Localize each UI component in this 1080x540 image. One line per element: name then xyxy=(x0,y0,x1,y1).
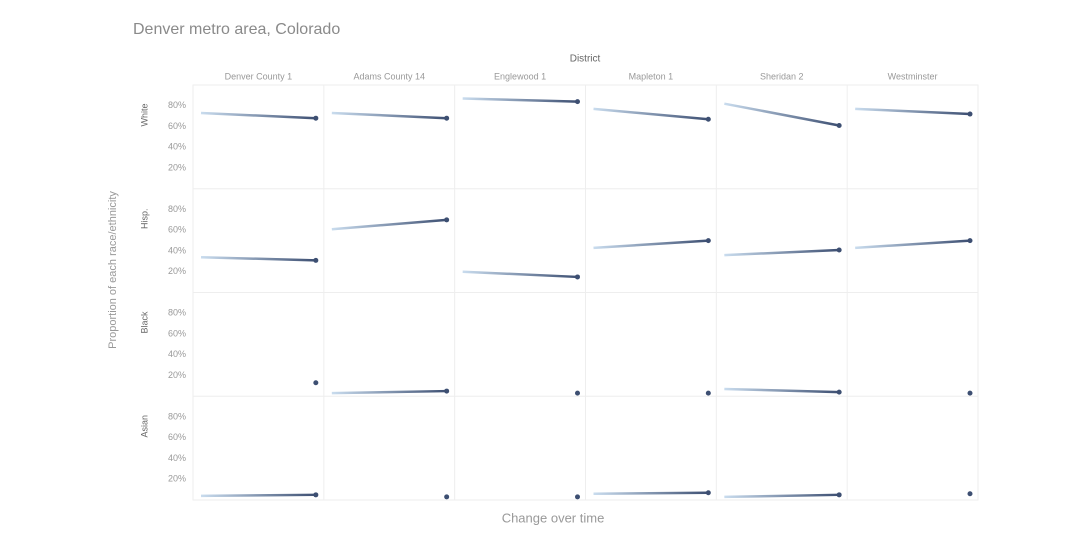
trend-line xyxy=(593,491,709,496)
trend-line xyxy=(331,111,447,120)
end-point xyxy=(313,257,319,263)
trend-line xyxy=(593,239,709,250)
y-tick-label: 60% xyxy=(168,432,186,442)
end-point xyxy=(444,494,450,500)
end-point xyxy=(575,274,580,280)
y-tick-label: 60% xyxy=(168,121,186,131)
end-point xyxy=(575,390,580,396)
column-label: Sheridan 2 xyxy=(760,71,804,81)
end-point xyxy=(967,238,973,244)
end-point xyxy=(836,122,842,128)
end-point xyxy=(705,238,711,244)
end-point xyxy=(967,111,973,117)
end-point xyxy=(444,217,450,223)
trend-line xyxy=(855,239,971,250)
row-label: Asian xyxy=(139,415,149,438)
y-tick-label: 20% xyxy=(168,474,186,484)
trend-line xyxy=(200,493,316,498)
column-label: Englewood 1 xyxy=(494,71,546,81)
y-axis-label: Proportion of each race/ethnicity xyxy=(107,191,119,349)
y-tick-label: 20% xyxy=(168,370,186,380)
end-point xyxy=(705,390,711,396)
y-tick-label: 40% xyxy=(168,349,186,359)
trend-line xyxy=(200,255,316,262)
plot-frame xyxy=(192,84,979,501)
column-label: Adams County 14 xyxy=(353,71,425,81)
y-tick-label: 80% xyxy=(168,411,186,421)
end-point xyxy=(313,115,319,121)
y-tick-label: 60% xyxy=(168,225,186,235)
end-point xyxy=(836,389,842,395)
end-point xyxy=(705,116,711,122)
end-point xyxy=(967,491,973,497)
end-point xyxy=(444,115,450,121)
trend-line xyxy=(724,102,840,127)
trend-line xyxy=(331,389,447,395)
end-point xyxy=(313,492,319,498)
column-label: Denver County 1 xyxy=(225,71,293,81)
end-point xyxy=(575,494,580,500)
end-point xyxy=(967,390,973,396)
trend-line xyxy=(593,107,709,121)
chart-title: Denver metro area, Colorado xyxy=(133,21,340,38)
y-tick-label: 20% xyxy=(168,266,186,276)
y-tick-label: 80% xyxy=(168,204,186,214)
y-tick-label: 60% xyxy=(168,328,186,338)
end-point xyxy=(444,388,450,394)
row-label: Hisp. xyxy=(139,208,149,229)
trend-line xyxy=(200,111,316,120)
y-tick-label: 80% xyxy=(168,100,186,110)
row-label: Black xyxy=(139,311,149,334)
column-label: Mapleton 1 xyxy=(629,71,674,81)
y-tick-label: 40% xyxy=(168,142,186,152)
y-tick-label: 40% xyxy=(168,453,186,463)
column-title: District xyxy=(570,54,601,65)
trend-line xyxy=(724,493,840,499)
end-point xyxy=(836,492,842,498)
y-tick-label: 80% xyxy=(168,308,186,318)
trend-line xyxy=(855,107,971,116)
trend-line xyxy=(462,97,578,103)
row-label: White xyxy=(139,103,149,126)
end-point xyxy=(836,247,842,253)
x-axis-label: Change over time xyxy=(502,510,605,525)
trend-line xyxy=(331,218,447,231)
trend-line xyxy=(462,270,578,279)
end-point xyxy=(705,490,711,496)
trend-line xyxy=(724,387,840,394)
y-tick-label: 40% xyxy=(168,245,186,255)
y-tick-label: 20% xyxy=(168,162,186,172)
end-point xyxy=(575,99,580,105)
trend-line xyxy=(724,248,840,257)
column-label: Westminster xyxy=(888,71,938,81)
end-point xyxy=(313,380,319,386)
